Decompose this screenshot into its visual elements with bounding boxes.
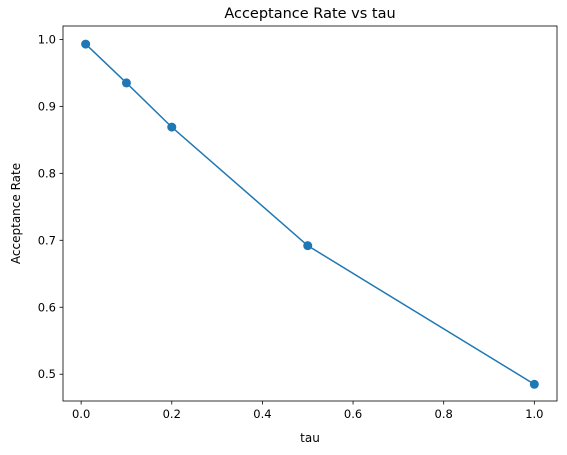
y-tick-label: 0.6 (38, 300, 56, 314)
y-tick-label: 0.7 (38, 233, 56, 247)
x-tick-label: 0.0 (72, 407, 90, 421)
data-point (303, 241, 313, 251)
x-axis-ticks: 0.0 0.2 0.4 0.6 0.8 1.0 (72, 401, 543, 421)
x-tick-label: 0.2 (163, 407, 181, 421)
x-tick-label: 1.0 (525, 407, 543, 421)
x-tick-label: 0.6 (344, 407, 362, 421)
y-tick-label: 0.8 (38, 166, 56, 180)
chart-title: Acceptance Rate vs tau (224, 6, 395, 22)
plot-frame (62, 25, 558, 402)
y-tick-label: 0.9 (38, 99, 56, 113)
data-point (121, 78, 131, 88)
data-point (81, 39, 91, 49)
data-point (167, 122, 177, 132)
x-tick-label: 0.4 (253, 407, 271, 421)
x-axis-label: tau (300, 431, 320, 445)
data-point (529, 379, 539, 389)
y-axis-ticks: 0.5 0.6 0.7 0.8 0.9 1.0 (38, 32, 63, 381)
y-tick-label: 0.5 (38, 367, 56, 381)
y-tick-label: 1.0 (38, 32, 56, 46)
x-tick-label: 0.8 (435, 407, 453, 421)
series-line (85, 43, 535, 385)
y-axis-label: Acceptance Rate (9, 163, 23, 264)
series-layer (81, 39, 539, 389)
